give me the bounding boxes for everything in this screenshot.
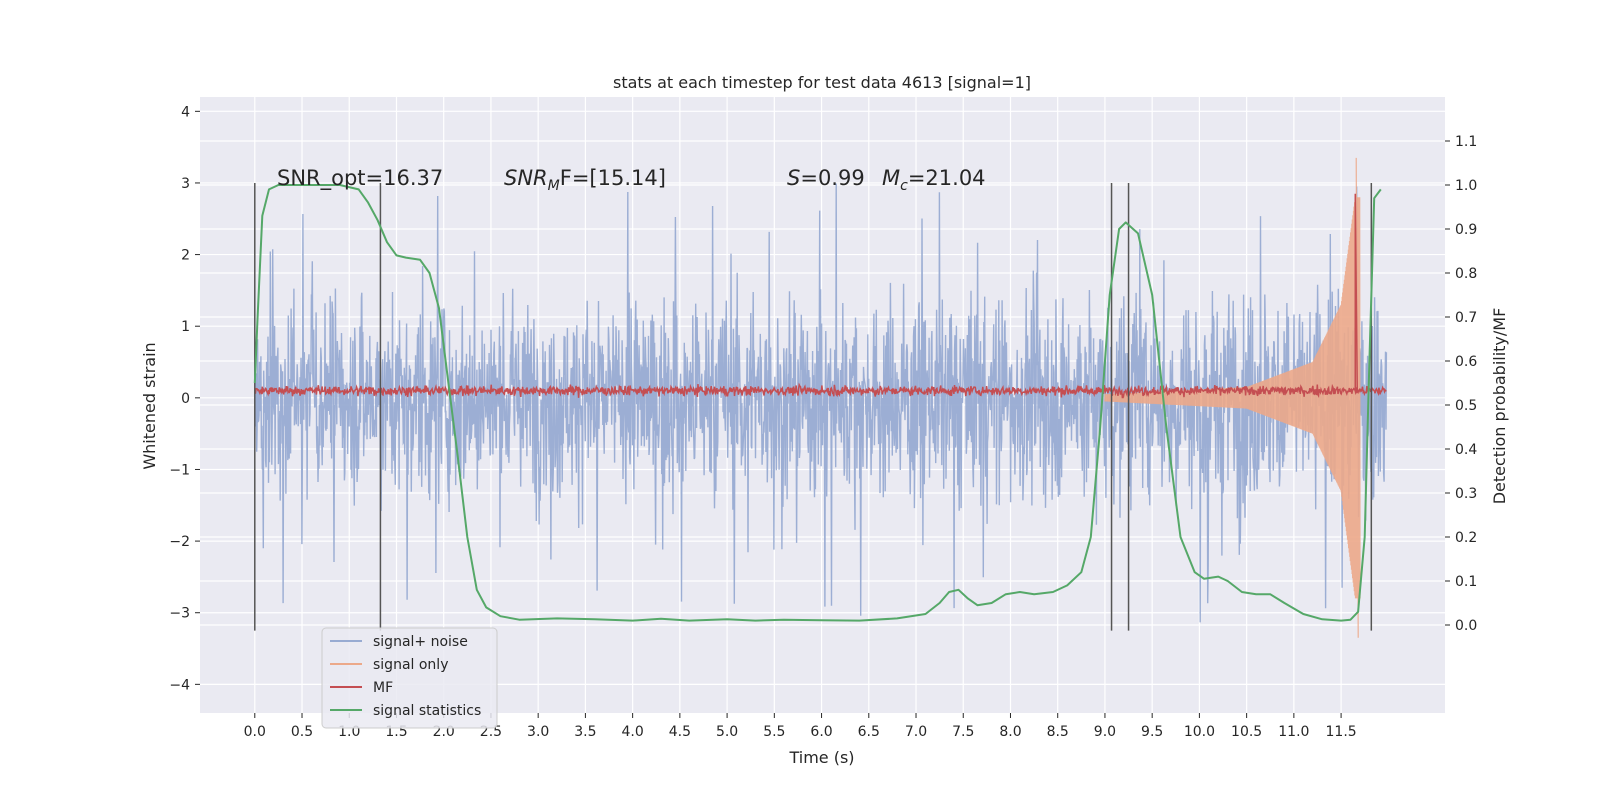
- x-tick-label-4.0: 4.0: [621, 724, 643, 740]
- annotation-s-label: S: [787, 166, 800, 190]
- x-tick-label-5.5: 5.5: [763, 724, 785, 740]
- annotation-mc-sub: c: [900, 178, 908, 194]
- annotation-s: S=0.99: [787, 166, 865, 190]
- x-tick-label-9.0: 9.0: [1094, 724, 1116, 740]
- y-tick-label-right-0.3: 0.3: [1455, 486, 1477, 502]
- y-tick-label-right-0.1: 0.1: [1455, 574, 1477, 590]
- x-tick-label-7.5: 7.5: [952, 724, 974, 740]
- y-tick-label-right-0.5: 0.5: [1455, 398, 1477, 414]
- y-tick-label-left-−4: −4: [169, 677, 190, 693]
- y-tick-label-right-0.2: 0.2: [1455, 530, 1477, 546]
- x-tick-label-8.0: 8.0: [999, 724, 1021, 740]
- y-tick-label-right-0.8: 0.8: [1455, 266, 1477, 282]
- y-axis-label-left: Whitened strain: [140, 342, 159, 469]
- legend-label-signal-statistics: signal statistics: [373, 703, 481, 719]
- y-tick-label-right-0.9: 0.9: [1455, 222, 1477, 238]
- y-tick-label-right-0.7: 0.7: [1455, 310, 1477, 326]
- annotation-mc: Mc=21.04: [882, 166, 986, 194]
- signal-noise-trace: [254, 183, 1388, 623]
- y-tick-label-left-−1: −1: [169, 462, 190, 478]
- mf-trace: [254, 193, 1387, 399]
- annotation-snr-mf-label: SNR: [504, 166, 548, 190]
- x-tick-label-3.0: 3.0: [527, 724, 549, 740]
- signal-only-trace: [1104, 157, 1361, 638]
- annotation-snr-mf-sub: M: [548, 178, 560, 194]
- x-tick-label-8.5: 8.5: [1047, 724, 1069, 740]
- series-signal-only: [1104, 157, 1361, 638]
- x-tick-label-10.5: 10.5: [1231, 724, 1262, 740]
- legend-label-mf: MF: [373, 680, 393, 696]
- legend-label-signal-only: signal only: [373, 657, 448, 673]
- annotation-snr-opt: SNR_opt=16.37: [277, 166, 443, 191]
- series-mf: [254, 193, 1387, 399]
- y-tick-label-left-4: 4: [181, 104, 190, 120]
- y-tick-label-left-−3: −3: [169, 606, 190, 622]
- x-tick-label-10.0: 10.0: [1184, 724, 1215, 740]
- y-tick-label-right-0.4: 0.4: [1455, 442, 1477, 458]
- y-tick-label-right-0.0: 0.0: [1455, 618, 1477, 634]
- y-tick-label-right-0.6: 0.6: [1455, 354, 1477, 370]
- x-tick-label-0.5: 0.5: [291, 724, 313, 740]
- y-tick-label-right-1.1: 1.1: [1455, 134, 1477, 150]
- chart-title: stats at each timestep for test data 461…: [613, 73, 1031, 92]
- legend: signal+ noise signal only MF signal stat…: [321, 627, 498, 729]
- axis-ticks: 0.0 0.5 1.0 1.5 2.0 2.5 3.0 3.5 4.0 4.5 5.0 5.5 6.0 6…: [169, 104, 1477, 740]
- x-tick-label-7.0: 7.0: [905, 724, 927, 740]
- y-axis-label-right: Detection probability/MF: [1490, 308, 1509, 505]
- annotation-snr-mf-value: F=[15.14]: [560, 166, 666, 190]
- y-tick-label-left-3: 3: [181, 176, 190, 192]
- x-tick-label-11.5: 11.5: [1326, 724, 1357, 740]
- legend-label-signal-noise: signal+ noise: [373, 634, 468, 650]
- y-tick-label-left-−2: −2: [169, 534, 190, 550]
- x-tick-label-0.0: 0.0: [244, 724, 266, 740]
- y-tick-label-left-1: 1: [181, 319, 190, 335]
- x-tick-label-4.5: 4.5: [669, 724, 691, 740]
- x-tick-label-9.5: 9.5: [1141, 724, 1163, 740]
- y-tick-label-right-1.0: 1.0: [1455, 178, 1477, 194]
- x-tick-label-11.0: 11.0: [1278, 724, 1309, 740]
- annotation-s-value: =0.99: [800, 166, 864, 190]
- legend-box: [321, 627, 498, 729]
- y-tick-label-left-0: 0: [181, 391, 190, 407]
- vertical-markers: [254, 182, 1373, 631]
- x-tick-label-5.0: 5.0: [716, 724, 738, 740]
- annotation-snr-mf: SNRMF=[15.14]: [504, 166, 666, 194]
- x-tick-label-3.5: 3.5: [574, 724, 596, 740]
- annotation-mc-label: M: [882, 166, 900, 190]
- annotation-mc-value: =21.04: [908, 166, 986, 190]
- signal-statistics-line: [253, 184, 1382, 622]
- series-signal-statistics: [253, 184, 1382, 622]
- x-axis-label: Time (s): [788, 748, 854, 767]
- x-tick-label-6.5: 6.5: [858, 724, 880, 740]
- y-tick-label-left-2: 2: [181, 248, 190, 264]
- series-signal-noise: [254, 183, 1388, 623]
- x-tick-label-6.0: 6.0: [810, 724, 832, 740]
